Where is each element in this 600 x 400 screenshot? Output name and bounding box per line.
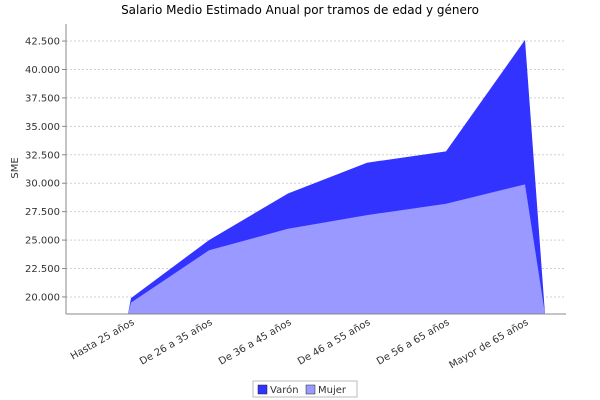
series-areas	[128, 39, 545, 315]
x-tick-label: De 26 a 35 años	[138, 317, 214, 368]
y-tick-label: 25.000	[25, 236, 60, 247]
y-tick-label: 42.500	[25, 37, 60, 48]
legend-swatch	[257, 384, 268, 395]
chart-title: Salario Medio Estimado Anual por tramos …	[121, 3, 479, 17]
x-tick-labels: Hasta 25 años De 26 a 35 años De 36 a 45 a…	[69, 317, 531, 371]
x-tick-label: Mayor de 65 años	[448, 317, 531, 371]
legend-label: Varón	[270, 384, 299, 396]
y-tick-label: 37.500	[25, 93, 60, 104]
y-tick-label: 30.000	[25, 179, 60, 190]
x-tick-label: De 56 a 65 años	[375, 317, 451, 368]
legend-swatch	[305, 384, 316, 395]
y-axis-label: SME	[10, 157, 21, 178]
y-tick-label: 20.000	[25, 292, 60, 303]
x-tick-label: De 36 a 45 años	[217, 317, 293, 368]
legend-label: Mujer	[318, 385, 347, 396]
y-tick-label: 35.000	[25, 122, 60, 133]
axes	[65, 24, 566, 315]
y-tick-label: 27.500	[25, 207, 60, 218]
x-tick-label: De 46 a 55 años	[296, 317, 372, 368]
legend-box	[252, 380, 358, 398]
x-tick-label: Hasta 25 años	[69, 317, 137, 362]
y-tick-labels: 20.000 22.500 25.000 27.500 30.000 32.500 35.0…	[25, 37, 66, 303]
legend: Varón Mujer	[252, 380, 358, 398]
y-tick-label: 32.500	[25, 150, 60, 161]
y-tick-label: 40.000	[25, 65, 60, 76]
series-area-mujer	[128, 184, 545, 314]
y-tick-label: 22.500	[25, 264, 60, 275]
